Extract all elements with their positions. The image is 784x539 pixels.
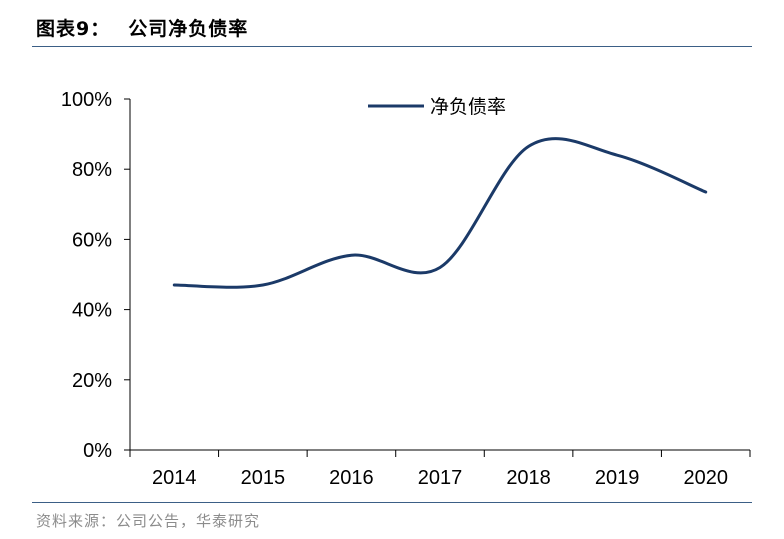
legend: 净负债率 <box>368 96 506 118</box>
y-tick-label: 0% <box>83 440 112 462</box>
series-layer <box>172 137 708 289</box>
y-tick-label: 80% <box>72 159 112 181</box>
legend-label: 净负债率 <box>430 96 506 118</box>
y-axis: 0% 20% 40% 60% 80% 100% <box>61 89 131 462</box>
y-tick-label: 40% <box>72 300 112 322</box>
x-tick-label: 2018 <box>506 467 551 489</box>
x-axis: 2014 2015 2016 2017 2018 2019 2020 <box>129 449 751 489</box>
x-tick-label: 2016 <box>329 467 374 489</box>
x-tick-label: 2017 <box>418 467 463 489</box>
source-divider <box>32 502 752 503</box>
y-tick-label: 20% <box>72 370 112 392</box>
y-tick-label: 60% <box>72 229 112 251</box>
x-tick-label: 2015 <box>241 467 286 489</box>
series-line <box>172 137 708 289</box>
figure-title-text: 公司净负债率 <box>128 18 249 40</box>
source-note: 资料来源：公司公告，华泰研究 <box>36 512 261 530</box>
figure-title: 图表9： 公司净负债率 <box>36 14 248 41</box>
y-tick-label: 100% <box>61 89 112 111</box>
x-tick-label: 2019 <box>595 467 640 489</box>
title-divider <box>32 46 752 47</box>
figure-label: 图表9： <box>36 18 111 40</box>
x-tick-label: 2014 <box>152 467 197 489</box>
x-tick-label: 2020 <box>683 467 728 489</box>
